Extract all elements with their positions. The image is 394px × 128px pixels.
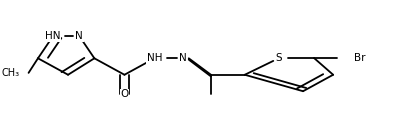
Text: NH: NH: [147, 53, 162, 63]
Text: HN: HN: [45, 31, 61, 41]
Text: CH₃: CH₃: [1, 68, 19, 78]
Text: Br: Br: [354, 53, 365, 63]
Text: N: N: [76, 31, 83, 41]
Text: O: O: [120, 89, 128, 99]
Text: S: S: [275, 53, 282, 63]
Text: N: N: [179, 53, 187, 63]
